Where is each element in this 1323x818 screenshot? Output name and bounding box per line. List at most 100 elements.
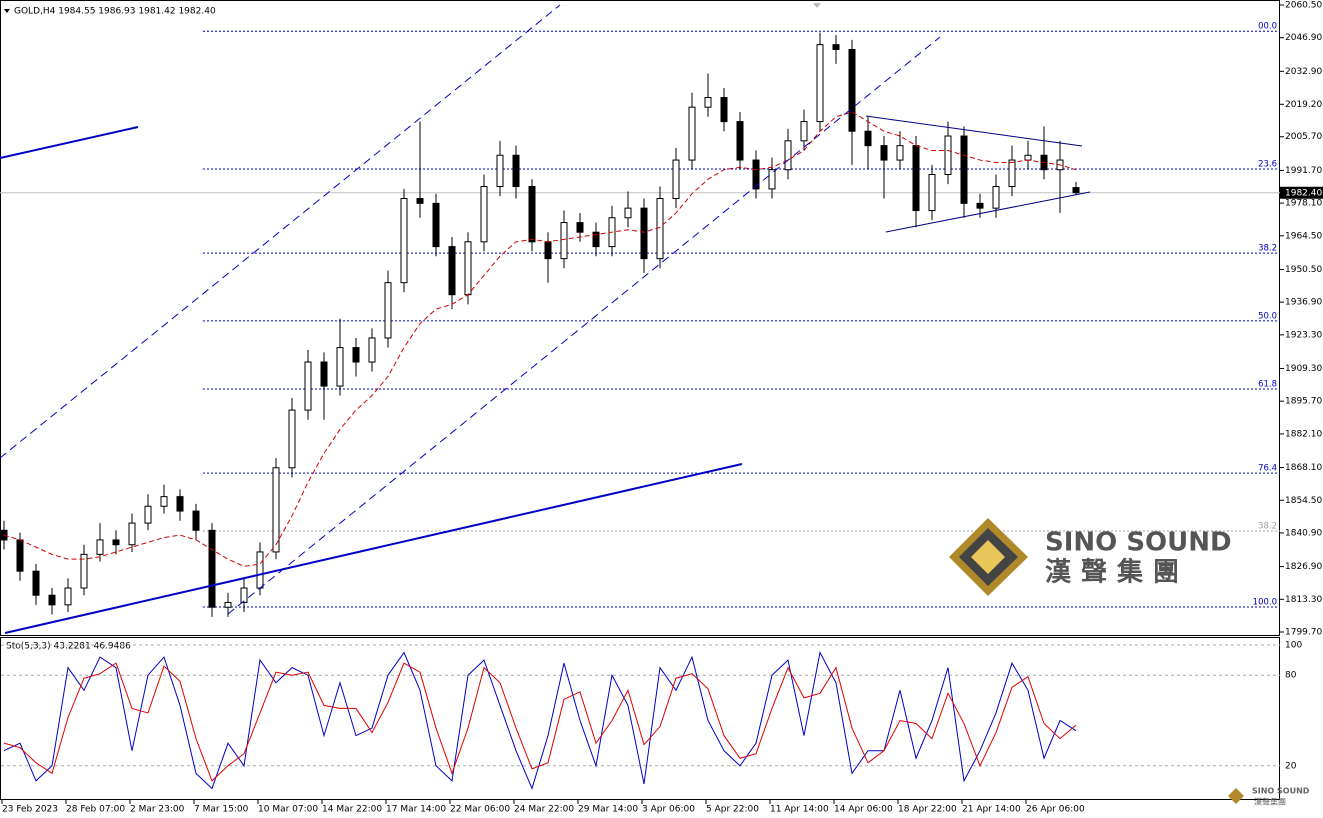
candle-body (288, 409, 296, 469)
y-tick-label: 1964.50 (1285, 231, 1322, 241)
candle-body (176, 496, 184, 512)
candle-body (560, 222, 568, 260)
x-tick-label: 14 Mar 22:00 (322, 805, 382, 815)
candle-body (432, 202, 440, 248)
candle-body (816, 44, 824, 123)
stoch-line (3, 662, 1077, 782)
logo-text: SINO SOUND (1252, 787, 1310, 796)
stoch-pane (0, 637, 1280, 800)
y-tick-label: 1840.90 (1285, 528, 1322, 538)
y-tick-label: 1826.90 (1285, 562, 1322, 572)
candle-body (976, 202, 984, 209)
x-tick-label: 29 Mar 14:00 (578, 805, 638, 815)
trend-line (4, 463, 743, 634)
candle-body (704, 97, 712, 108)
stoch-line (3, 651, 1077, 790)
chart-title: GOLD,H4 1984.55 1986.93 1981.42 1982.40 (14, 7, 216, 17)
x-tick-label: 24 Mar 22:00 (514, 805, 574, 815)
candle-body (320, 361, 328, 387)
y-tick-label: 1909.30 (1285, 364, 1322, 374)
fib-label: 76.4 (1258, 464, 1277, 474)
candle-body (192, 510, 200, 531)
y-tick-label: 1799.70 (1285, 628, 1322, 638)
channel-upper (0, 4, 561, 459)
candle-body (32, 570, 40, 596)
x-tick-label: 14 Apr 06:00 (834, 805, 893, 815)
candle-body (544, 241, 552, 260)
x-tick-label: 28 Feb 07:00 (66, 805, 125, 815)
candle-body (960, 135, 968, 204)
candle-body (112, 539, 120, 546)
trend-lines (0, 3, 1091, 634)
candle-body (1008, 159, 1016, 188)
candle-body (64, 587, 72, 606)
triangle-lower (885, 191, 1091, 233)
logo-text: 漢聲集團 (1045, 557, 1189, 588)
candle-body (352, 347, 360, 363)
logo-diamond (971, 540, 1005, 574)
last-price-box (1280, 186, 1323, 199)
y-tick-label: 80 (1285, 671, 1297, 681)
candle-body (528, 186, 536, 243)
candle-body (160, 496, 168, 507)
y-tick-label: 1950.50 (1285, 265, 1322, 275)
y-tick-label: 2046.90 (1285, 33, 1322, 43)
candle-body (928, 173, 936, 212)
x-tick-label: 5 Apr 22:00 (706, 805, 759, 815)
candle-body (480, 186, 488, 243)
y-tick-label: 1991.70 (1285, 166, 1322, 176)
candle-body (256, 551, 264, 589)
candle-body (576, 222, 584, 233)
candle-body (48, 594, 56, 606)
x-tick-label: 2 Mar 23:00 (130, 805, 185, 815)
candle-body (912, 145, 920, 212)
candle-body (880, 145, 888, 161)
logo-text: SINO SOUND (1045, 528, 1232, 558)
x-tick-label: 10 Mar 07:00 (258, 805, 318, 815)
candle-body (144, 505, 152, 524)
y-tick-label: 1923.30 (1285, 330, 1322, 340)
fib-label: 00.0 (1258, 22, 1277, 32)
x-tick-label: 7 Mar 15:00 (194, 805, 249, 815)
candle-body (512, 154, 520, 188)
y-tick-label: 1936.90 (1285, 298, 1322, 308)
candle-body (768, 169, 776, 190)
fib-label: 61.8 (1258, 379, 1277, 389)
y-tick-label: 2060.50 (1285, 1, 1322, 11)
x-tick-label: 11 Apr 14:00 (770, 805, 829, 815)
title-arrow (4, 9, 10, 13)
candle-body (848, 48, 856, 132)
candle-body (384, 282, 392, 339)
candle-body (272, 467, 280, 553)
fib-label: 23.6 (1258, 159, 1277, 169)
candle-body (368, 337, 376, 363)
candle-body (416, 198, 424, 204)
candle-body (464, 241, 472, 296)
fib-label: 100.0 (1253, 597, 1277, 607)
y-tick-label: 1978.10 (1285, 199, 1322, 209)
candle-body (592, 231, 600, 248)
candle-body (1024, 154, 1032, 161)
candle-body (304, 361, 312, 411)
candle-body (864, 130, 872, 147)
x-tick-label: 18 Apr 22:00 (898, 805, 957, 815)
candle-body (672, 159, 680, 200)
x-tick-label: 26 Apr 06:00 (1026, 805, 1085, 815)
candle-body (624, 207, 632, 219)
fib-label: 38.2 (1258, 244, 1277, 254)
candle-body (496, 154, 504, 188)
candle-body (800, 121, 808, 142)
moving-average (3, 111, 1077, 567)
candle-body (752, 159, 760, 190)
x-tick-label: 23 Feb 2023 (2, 805, 58, 815)
y-tick-label: 2019.20 (1285, 100, 1322, 110)
trend-line (0, 126, 139, 159)
y-tick-label: 2032.90 (1285, 67, 1322, 77)
candle-body (640, 207, 648, 260)
indicator-title: Sto(5,3,3) 43.2281 46.9486 (6, 642, 131, 652)
price-pane (0, 0, 1280, 636)
candle-body (224, 601, 232, 608)
y-tick-label: 2005.70 (1285, 132, 1322, 142)
y-tick-label: 20 (1285, 761, 1297, 771)
